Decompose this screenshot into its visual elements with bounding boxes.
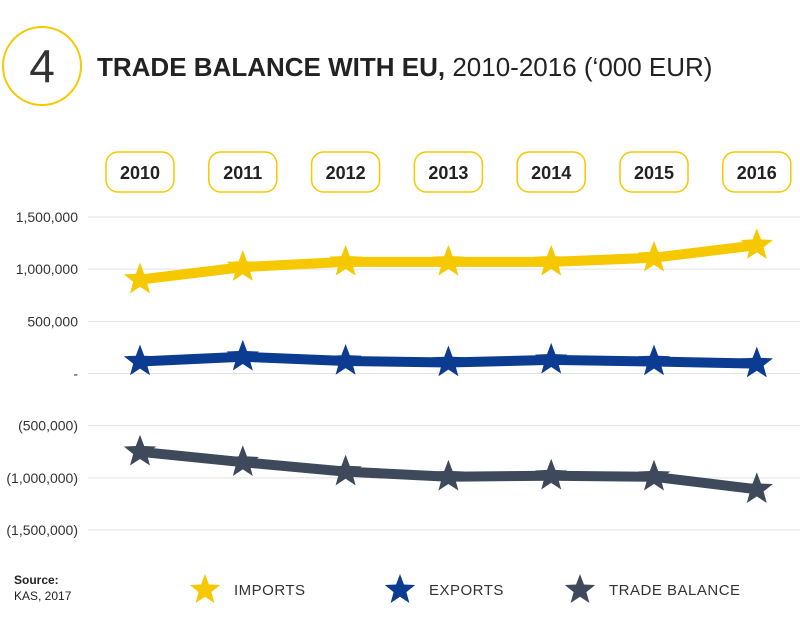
- star-icon: [564, 574, 596, 603]
- x-tick-label: 2012: [326, 163, 366, 183]
- data-point-star: [329, 244, 362, 276]
- y-tick-label: 500,000: [27, 313, 78, 329]
- source-label: Source:: [14, 573, 59, 587]
- data-point-star: [637, 344, 671, 376]
- data-point-star: [535, 244, 568, 276]
- year-box: [722, 151, 792, 193]
- year-box: [619, 151, 689, 193]
- data-point-star: [432, 345, 465, 377]
- data-point-star: [740, 228, 773, 259]
- data-point-star: [740, 472, 773, 504]
- chart-title-bold: TRADE BALANCE WITH EU,: [97, 52, 446, 82]
- y-tick-label: (500,000): [18, 418, 78, 434]
- star-icon: [384, 574, 416, 603]
- data-point-star: [226, 250, 259, 281]
- line-chart: 1,500,000 1,000,000 500,000 - (500,000) (1,00…: [6, 151, 800, 538]
- data-point-star: [637, 459, 671, 491]
- y-tick-label: -: [73, 366, 78, 382]
- legend-label: TRADE BALANCE: [609, 581, 741, 599]
- legend-label: IMPORTS: [234, 581, 306, 599]
- year-box: [208, 151, 278, 193]
- year-box: [516, 151, 586, 193]
- data-point-star: [432, 459, 465, 491]
- data-point-star: [535, 342, 568, 374]
- data-point-star: [226, 445, 259, 476]
- data-point-star: [535, 458, 568, 490]
- source-text: KAS, 2017: [14, 589, 72, 603]
- year-box: [310, 151, 381, 193]
- x-tick-label: 2015: [634, 163, 674, 183]
- data-point-star: [329, 344, 362, 375]
- data-point-star: [123, 262, 157, 294]
- data-point-star: [123, 434, 157, 466]
- x-tick-label: 2011: [223, 163, 262, 183]
- data-point-star: [740, 346, 773, 378]
- chart-number-badge: 4: [2, 26, 82, 106]
- data-point-star: [329, 454, 362, 486]
- y-tick-label: 1,500,000: [16, 209, 78, 225]
- y-tick-label: (1,000,000): [6, 470, 78, 486]
- x-tick-label: 2010: [120, 163, 160, 183]
- year-box: [105, 151, 175, 193]
- chart-legend: IMPORTS EXPORTS TRADE BALANCE: [0, 568, 800, 612]
- legend-label: EXPORTS: [429, 581, 504, 599]
- year-box: [413, 151, 484, 193]
- y-tick-label: (1,500,000): [6, 522, 78, 538]
- data-point-star: [123, 344, 157, 376]
- legend-item-imports: IMPORTS: [188, 568, 306, 612]
- x-tick-label: 2016: [737, 163, 777, 183]
- star-icon: [189, 574, 221, 603]
- source-note: Source: KAS, 2017: [14, 572, 71, 604]
- chart-title: TRADE BALANCE WITH EU, 2010-2016 (‘000 E…: [97, 52, 712, 83]
- data-point-star: [637, 240, 671, 272]
- legend-item-exports: EXPORTS: [383, 568, 504, 612]
- data-point-star: [432, 244, 465, 276]
- chart-number: 4: [29, 40, 55, 92]
- data-point-star: [226, 339, 259, 371]
- legend-item-trade-balance: TRADE BALANCE: [563, 568, 741, 612]
- x-tick-label: 2013: [428, 163, 468, 183]
- chart-title-rest: 2010-2016 (‘000 EUR): [445, 52, 713, 82]
- x-tick-label: 2014: [531, 163, 571, 183]
- y-tick-label: 1,000,000: [16, 261, 78, 277]
